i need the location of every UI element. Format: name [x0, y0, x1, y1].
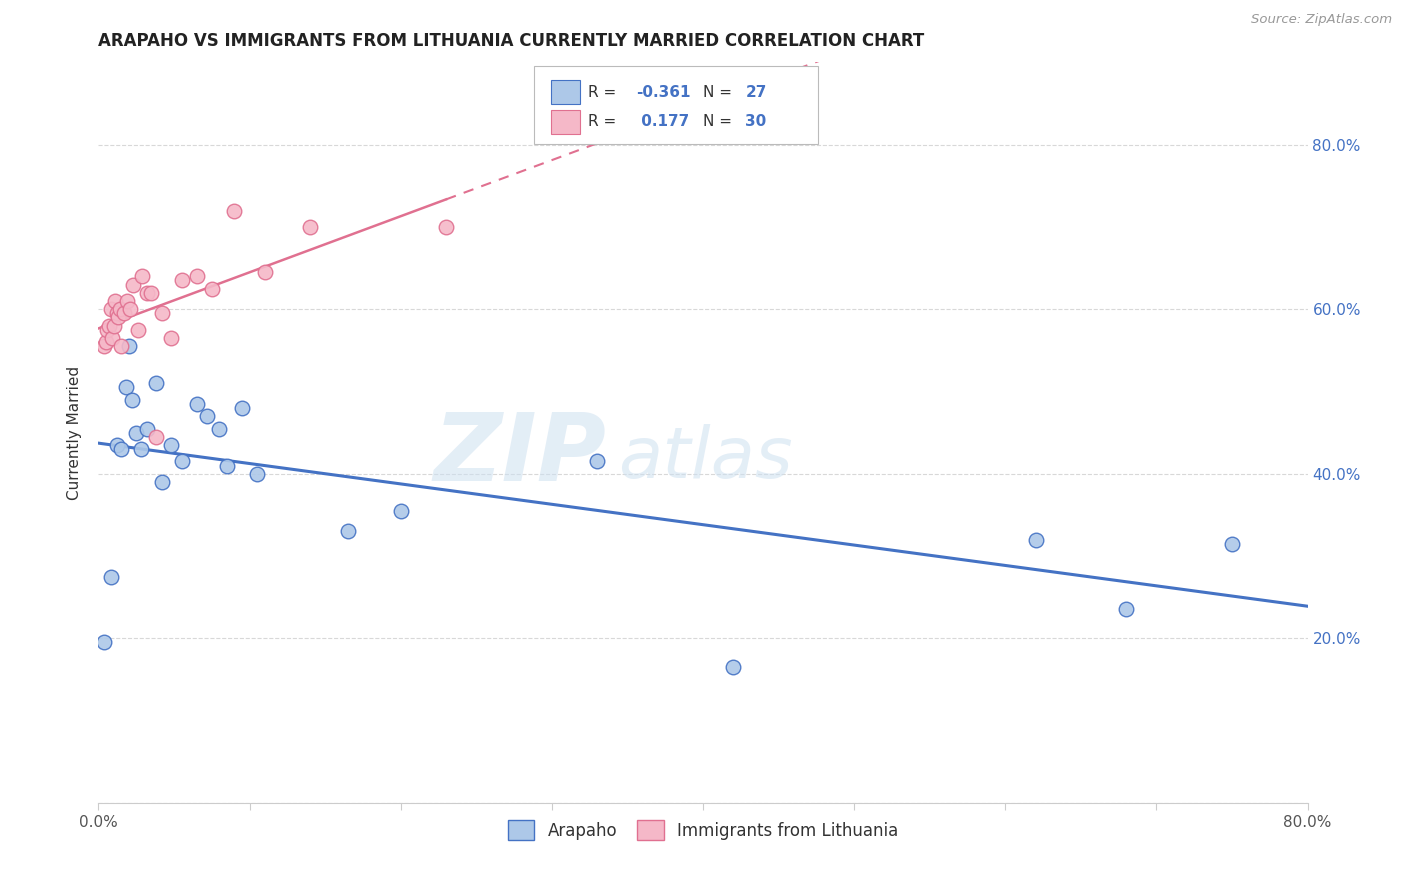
- Point: [336, 524, 359, 539]
- Point: [141, 285, 163, 300]
- Text: N =: N =: [703, 85, 733, 100]
- Point: [120, 302, 142, 317]
- Point: [115, 293, 138, 308]
- Point: [105, 438, 128, 452]
- Point: [94, 335, 117, 350]
- Legend: Arapaho, Immigrants from Lithuania: Arapaho, Immigrants from Lithuania: [501, 814, 905, 847]
- Point: [1115, 602, 1137, 616]
- Point: [1220, 536, 1243, 550]
- Point: [110, 442, 132, 456]
- Point: [114, 380, 136, 394]
- Point: [96, 323, 118, 337]
- FancyBboxPatch shape: [551, 110, 579, 134]
- Point: [434, 219, 457, 234]
- Point: [195, 409, 218, 424]
- Point: [201, 282, 224, 296]
- Point: [170, 454, 193, 468]
- Point: [127, 323, 149, 337]
- Point: [112, 306, 135, 320]
- FancyBboxPatch shape: [551, 80, 579, 103]
- Text: ARAPAHO VS IMMIGRANTS FROM LITHUANIA CURRENTLY MARRIED CORRELATION CHART: ARAPAHO VS IMMIGRANTS FROM LITHUANIA CUR…: [98, 32, 925, 50]
- Point: [170, 273, 193, 287]
- Y-axis label: Currently Married: Currently Married: [67, 366, 83, 500]
- Point: [299, 219, 322, 234]
- Point: [122, 277, 145, 292]
- Point: [135, 285, 157, 300]
- Point: [107, 310, 129, 325]
- Point: [208, 421, 231, 435]
- Point: [723, 660, 745, 674]
- Text: R =: R =: [588, 85, 616, 100]
- Point: [131, 269, 153, 284]
- Point: [150, 306, 173, 320]
- Point: [118, 339, 141, 353]
- Point: [93, 339, 115, 353]
- Point: [150, 475, 173, 489]
- Point: [1024, 533, 1046, 547]
- Point: [215, 458, 238, 473]
- Point: [110, 339, 132, 353]
- Point: [186, 269, 208, 284]
- Point: [224, 203, 246, 218]
- Text: N =: N =: [703, 114, 733, 129]
- Text: 30: 30: [745, 114, 766, 129]
- Text: R =: R =: [588, 114, 616, 129]
- Point: [125, 425, 148, 440]
- Point: [129, 442, 152, 456]
- Point: [389, 504, 412, 518]
- Point: [93, 635, 115, 649]
- Point: [586, 454, 609, 468]
- Point: [231, 401, 253, 415]
- Point: [100, 302, 122, 317]
- Point: [100, 569, 122, 583]
- Point: [105, 306, 128, 320]
- Point: [103, 318, 125, 333]
- Point: [145, 430, 167, 444]
- Point: [186, 397, 208, 411]
- Text: 0.177: 0.177: [637, 114, 690, 129]
- Point: [160, 331, 183, 345]
- Point: [145, 376, 167, 391]
- Point: [104, 293, 127, 308]
- Point: [121, 392, 143, 407]
- Point: [101, 331, 124, 345]
- Point: [253, 265, 276, 279]
- Text: Source: ZipAtlas.com: Source: ZipAtlas.com: [1251, 13, 1392, 27]
- Text: 27: 27: [745, 85, 766, 100]
- FancyBboxPatch shape: [534, 66, 818, 144]
- Text: atlas: atlas: [619, 424, 793, 493]
- Text: ZIP: ZIP: [433, 409, 606, 500]
- Point: [160, 438, 183, 452]
- Point: [98, 318, 121, 333]
- Text: -0.361: -0.361: [637, 85, 690, 100]
- Point: [246, 467, 269, 481]
- Point: [135, 421, 157, 435]
- Point: [108, 302, 131, 317]
